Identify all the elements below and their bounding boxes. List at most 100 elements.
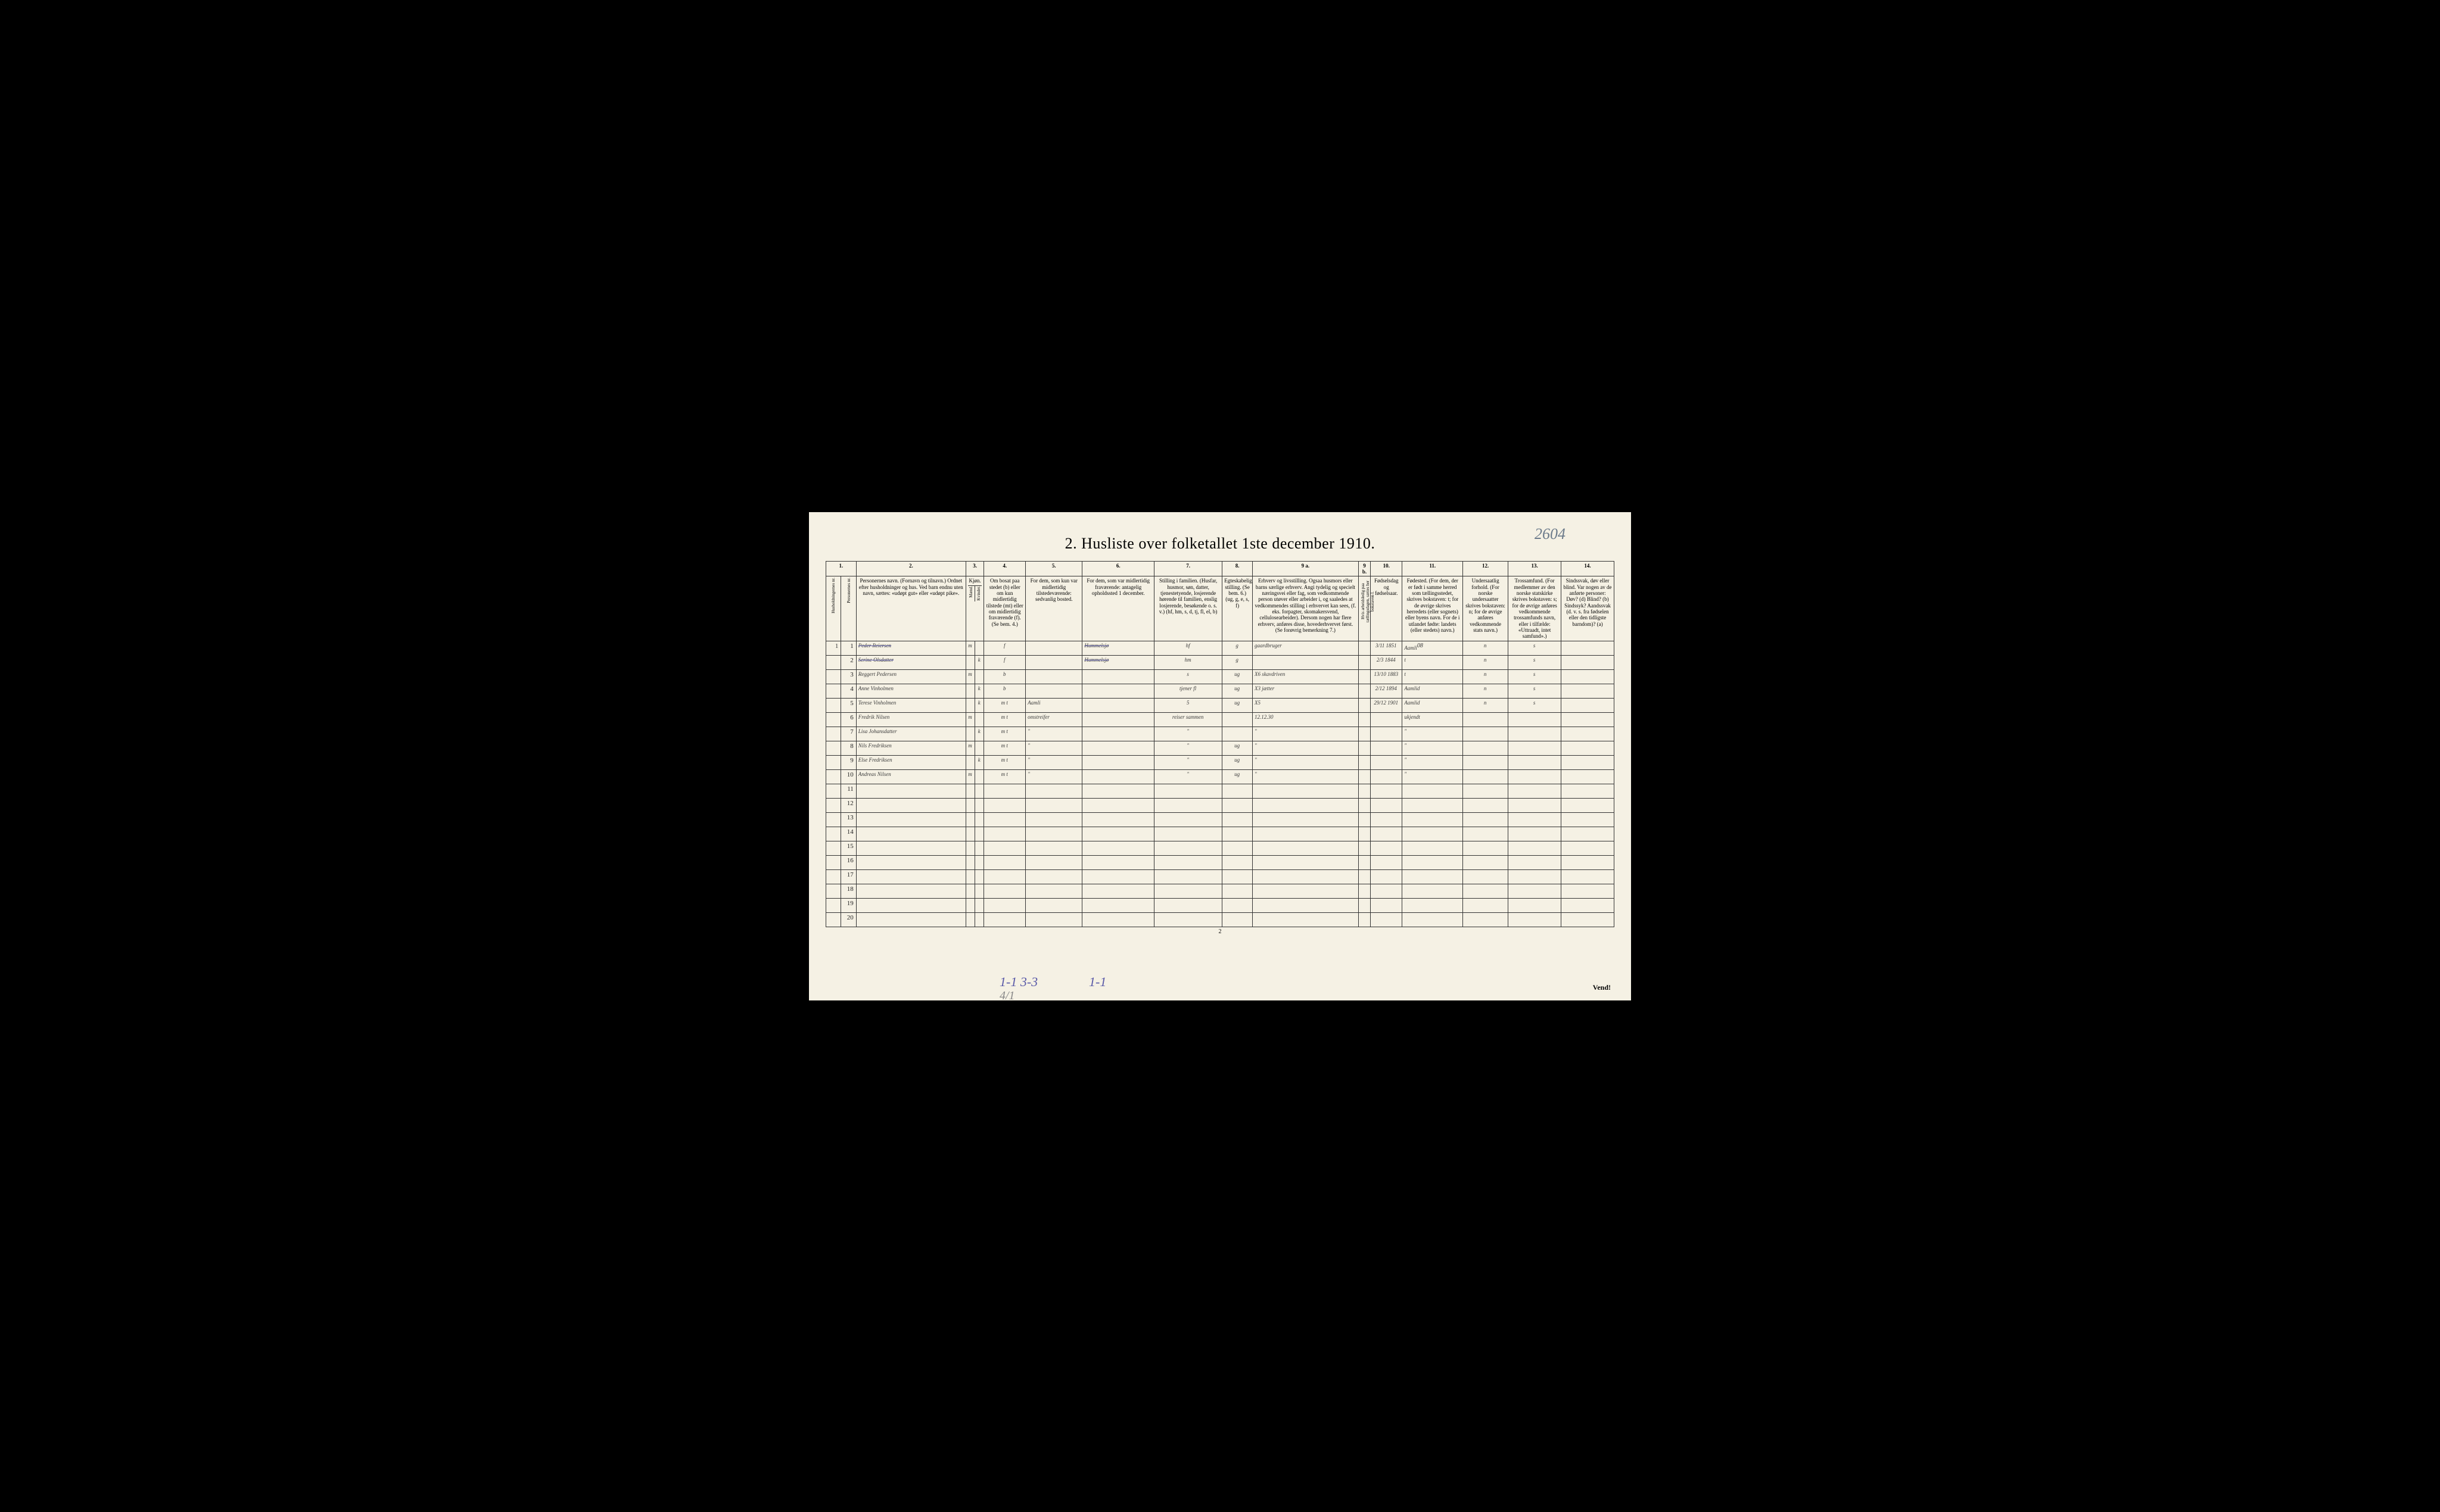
- cell-9b: [1358, 812, 1370, 827]
- cell-name: [856, 884, 966, 898]
- cell-7: ": [1154, 727, 1222, 741]
- cell-persnr: 7: [841, 727, 856, 741]
- table-row: 7 Lisa Johansdatter k m t " " " ": [826, 727, 1614, 741]
- cell-hhnr: [826, 827, 841, 841]
- cell-10: [1371, 741, 1402, 755]
- cell-sex-k: k: [975, 727, 984, 741]
- cell-sex-k: [975, 641, 984, 655]
- cell-13: [1508, 741, 1561, 755]
- cell-6: Hummelsjø: [1082, 655, 1154, 669]
- colnum-2: 2.: [856, 561, 966, 576]
- cell-6: [1082, 884, 1154, 898]
- column-number-row: 1. 2. 3. 4. 5. 6. 7. 8. 9 a. 9 b. 10. 11…: [826, 561, 1614, 576]
- cell-hhnr: [826, 769, 841, 784]
- cell-sex-m: [966, 698, 975, 712]
- cell-9b: [1358, 827, 1370, 841]
- cell-6: [1082, 869, 1154, 884]
- cell-10: [1371, 898, 1402, 912]
- cell-14: [1561, 827, 1614, 841]
- cell-8: ug: [1222, 669, 1253, 684]
- cell-11: ": [1402, 755, 1463, 769]
- cell-13: [1508, 812, 1561, 827]
- cell-6: [1082, 784, 1154, 798]
- cell-12: [1462, 841, 1508, 855]
- colnum-9b: 9 b.: [1358, 561, 1370, 576]
- table-row: 9 Else Fredriksen k m t " " ug " ": [826, 755, 1614, 769]
- cell-sex-m: [966, 912, 975, 927]
- cell-11: t: [1402, 655, 1463, 669]
- cell-9a: [1253, 898, 1359, 912]
- cell-9a: 12.12.30: [1253, 712, 1359, 727]
- page-title: 2. Husliste over folketallet 1ste decemb…: [826, 535, 1614, 553]
- cell-11: t: [1402, 669, 1463, 684]
- cell-11: [1402, 869, 1463, 884]
- cell-sex-m: m: [966, 741, 975, 755]
- cell-res: m t: [984, 769, 1026, 784]
- cell-name: [856, 912, 966, 927]
- header-14: Sindssvak, døv eller blind. Var nogen av…: [1561, 576, 1614, 641]
- cell-persnr: 16: [841, 855, 856, 869]
- cell-name: Else Fredriksen: [856, 755, 966, 769]
- cell-7: [1154, 898, 1222, 912]
- cell-6: [1082, 798, 1154, 812]
- cell-res: b: [984, 669, 1026, 684]
- cell-res: [984, 855, 1026, 869]
- cell-11: [1402, 841, 1463, 855]
- cell-8: [1222, 727, 1253, 741]
- cell-5: Aamli: [1026, 698, 1082, 712]
- cell-hhnr: [826, 884, 841, 898]
- cell-11: [1402, 884, 1463, 898]
- cell-10: [1371, 855, 1402, 869]
- cell-res: m t: [984, 698, 1026, 712]
- cell-10: 2/12 1894: [1371, 684, 1402, 698]
- cell-13: [1508, 784, 1561, 798]
- cell-9a: ": [1253, 741, 1359, 755]
- cell-6: [1082, 912, 1154, 927]
- cell-5: [1026, 869, 1082, 884]
- cell-6: [1082, 769, 1154, 784]
- table-row: 12: [826, 798, 1614, 812]
- cell-sex-m: [966, 884, 975, 898]
- page-number: 2: [826, 928, 1614, 935]
- table-row: 1 1 Peder Reiersen m f Hummelsjø hf g ga…: [826, 641, 1614, 655]
- cell-hhnr: [826, 869, 841, 884]
- cell-10: [1371, 812, 1402, 827]
- cell-10: [1371, 884, 1402, 898]
- header-6: For dem, som var midlertidig fraværende:…: [1082, 576, 1154, 641]
- cell-persnr: 15: [841, 841, 856, 855]
- cell-9a: [1253, 855, 1359, 869]
- cell-12: [1462, 855, 1508, 869]
- cell-7: [1154, 784, 1222, 798]
- cell-res: [984, 827, 1026, 841]
- cell-10: [1371, 755, 1402, 769]
- header-8: Egteskabelig stilling. (Se bem. 6.) (ug,…: [1222, 576, 1253, 641]
- cell-sex-k: k: [975, 755, 984, 769]
- colnum-6: 6.: [1082, 561, 1154, 576]
- cell-name: [856, 855, 966, 869]
- cell-name: Reggert Pedersen: [856, 669, 966, 684]
- cell-sex-m: [966, 755, 975, 769]
- cell-9b: [1358, 869, 1370, 884]
- cell-6: [1082, 755, 1154, 769]
- cell-10: [1371, 827, 1402, 841]
- cell-sex-k: [975, 855, 984, 869]
- cell-sex-m: [966, 684, 975, 698]
- cell-9a: ": [1253, 755, 1359, 769]
- cell-10: [1371, 912, 1402, 927]
- cell-12: [1462, 812, 1508, 827]
- census-page: 2604 2. Husliste over folketallet 1ste d…: [809, 512, 1631, 1000]
- cell-8: [1222, 884, 1253, 898]
- colnum-8: 8.: [1222, 561, 1253, 576]
- table-row: 18: [826, 884, 1614, 898]
- cell-sex-k: [975, 898, 984, 912]
- header-11: Fødested. (For dem, der er født i samme …: [1402, 576, 1463, 641]
- cell-14: [1561, 769, 1614, 784]
- cell-sex-m: m: [966, 669, 975, 684]
- cell-8: ug: [1222, 755, 1253, 769]
- cell-13: s: [1508, 641, 1561, 655]
- cell-5: [1026, 812, 1082, 827]
- cell-7: ": [1154, 741, 1222, 755]
- cell-5: ": [1026, 727, 1082, 741]
- cell-6: [1082, 841, 1154, 855]
- cell-sex-m: [966, 869, 975, 884]
